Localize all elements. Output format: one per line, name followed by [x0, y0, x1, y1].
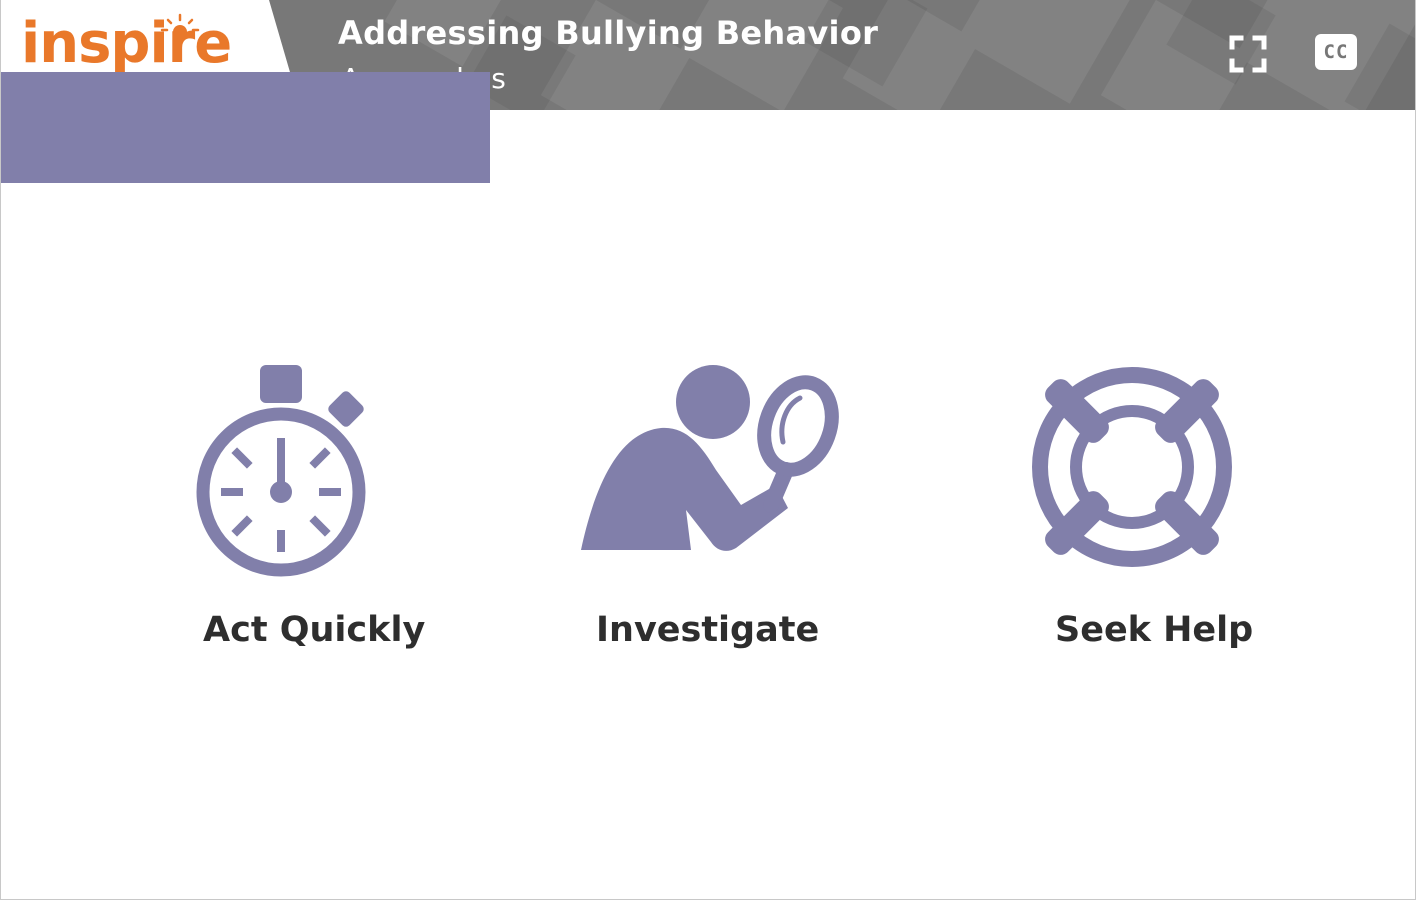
header-pattern: [1, 0, 1415, 110]
closed-captions-button[interactable]: CC: [1315, 34, 1357, 70]
option-label: Act Quickly: [203, 610, 426, 650]
course-header: inspire Addressing Bullying Behavior App…: [1, 0, 1415, 110]
fullscreen-icon: [1229, 35, 1267, 73]
option-label: Investigate: [596, 610, 820, 650]
stopwatch-icon: [196, 365, 366, 577]
lifebuoy-icon: [1032, 367, 1232, 567]
person-magnifier-icon: [581, 365, 839, 551]
option-label: Seek Help: [1055, 610, 1254, 650]
option-seek-help[interactable]: Seek Help: [1026, 360, 1253, 650]
inspire-logo: inspire: [1, 0, 301, 110]
sun-icon: [160, 13, 200, 39]
subtitle-overlay-panel: [1, 72, 490, 183]
cc-icon: CC: [1323, 41, 1349, 63]
logo-text: inspire: [21, 11, 232, 76]
option-investigate[interactable]: Investigate: [576, 360, 846, 650]
course-title: Addressing Bullying Behavior: [338, 14, 879, 52]
fullscreen-button[interactable]: [1229, 35, 1267, 73]
option-act-quickly[interactable]: Act Quickly: [191, 360, 425, 650]
